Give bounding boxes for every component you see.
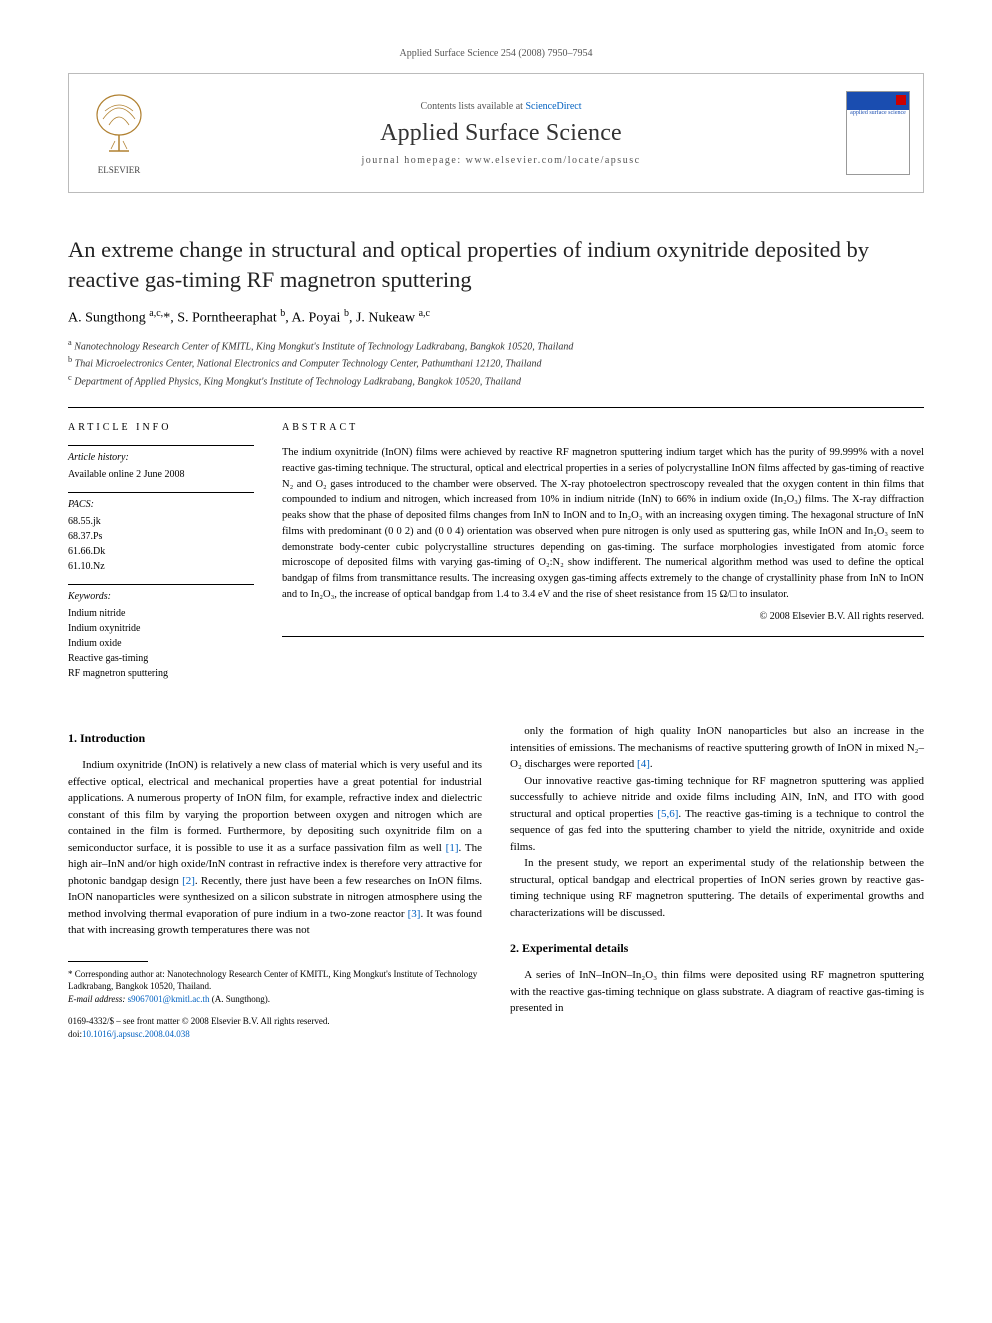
- affiliation-c-text: Department of Applied Physics, King Mong…: [74, 376, 521, 387]
- affiliation-a: a Nanotechnology Research Center of KMIT…: [68, 337, 924, 354]
- footnote-email-suffix: (A. Sungthong).: [209, 994, 270, 1004]
- article-history-heading: Article history:: [68, 445, 254, 465]
- article-title: An extreme change in structural and opti…: [68, 235, 924, 294]
- publisher-label: ELSEVIER: [98, 165, 141, 175]
- article-history-value: Available online 2 June 2008: [68, 467, 254, 482]
- pacs-heading: PACS:: [68, 492, 254, 512]
- doi-label: doi:: [68, 1029, 82, 1039]
- homepage-url: www.elsevier.com/locate/apsusc: [466, 155, 641, 166]
- affiliation-c: c Department of Applied Physics, King Mo…: [68, 372, 924, 389]
- body-column-left: 1. Introduction Indium oxynitride (InON)…: [68, 723, 482, 1040]
- article-info-column: ARTICLE INFO Article history: Available …: [68, 408, 254, 691]
- publisher-logo-block: ELSEVIER: [69, 74, 169, 192]
- keyword-item: Indium oxide: [68, 636, 254, 651]
- journal-name: Applied Surface Science: [380, 120, 622, 147]
- affiliations: a Nanotechnology Research Center of KMIT…: [68, 337, 924, 389]
- keyword-item: RF magnetron sputtering: [68, 666, 254, 681]
- footer-meta: 0169-4332/$ – see front matter © 2008 El…: [68, 1015, 482, 1040]
- info-abstract-row: ARTICLE INFO Article history: Available …: [68, 407, 924, 691]
- footer-doi-line: doi:10.1016/j.apsusc.2008.04.038: [68, 1028, 482, 1041]
- body-paragraph: In the present study, we report an exper…: [510, 855, 924, 921]
- footnote-email-label: E-mail address:: [68, 994, 128, 1004]
- pacs-item: 61.10.Nz: [68, 559, 254, 574]
- ref-link[interactable]: [5,6]: [657, 808, 678, 820]
- journal-homepage-line: journal homepage: www.elsevier.com/locat…: [361, 155, 640, 166]
- keyword-item: Reactive gas-timing: [68, 651, 254, 666]
- keyword-item: Indium nitride: [68, 606, 254, 621]
- abstract-heading: ABSTRACT: [282, 408, 924, 445]
- body-columns: 1. Introduction Indium oxynitride (InON)…: [68, 723, 924, 1040]
- article-info-heading: ARTICLE INFO: [68, 408, 254, 443]
- body-paragraph: Indium oxynitride (InON) is relatively a…: [68, 757, 482, 939]
- footer-front-matter: 0169-4332/$ – see front matter © 2008 El…: [68, 1015, 482, 1028]
- cover-label: applied surface science: [847, 110, 909, 116]
- abstract-body: The indium oxynitride (InON) films were …: [282, 445, 924, 637]
- body-paragraph: Our innovative reactive gas-timing techn…: [510, 773, 924, 856]
- corresponding-author-footnote: * Corresponding author at: Nanotechnolog…: [68, 968, 482, 1006]
- affiliation-b: b Thai Microelectronics Center, National…: [68, 354, 924, 371]
- body-paragraph: only the formation of high quality InON …: [510, 723, 924, 773]
- cover-thumb-block: applied surface science: [833, 74, 923, 192]
- journal-cover-thumbnail: applied surface science: [846, 91, 910, 175]
- footnote-rule: [68, 961, 148, 962]
- elsevier-tree-icon: [87, 91, 151, 163]
- body-paragraph: A series of InN–InON–In₂O₃ thin films we…: [510, 967, 924, 1017]
- contents-available-line: Contents lists available at ScienceDirec…: [420, 101, 581, 112]
- section-2-heading: 2. Experimental details: [510, 939, 924, 957]
- ref-link[interactable]: [2]: [182, 875, 195, 887]
- pacs-item: 61.66.Dk: [68, 544, 254, 559]
- pacs-item: 68.55.jk: [68, 514, 254, 529]
- abstract-column: ABSTRACT The indium oxynitride (InON) fi…: [282, 408, 924, 691]
- body-column-right: only the formation of high quality InON …: [510, 723, 924, 1040]
- doi-link[interactable]: 10.1016/j.apsusc.2008.04.038: [82, 1029, 190, 1039]
- header-center: Contents lists available at ScienceDirec…: [169, 74, 833, 192]
- pacs-item: 68.37.Ps: [68, 529, 254, 544]
- abstract-copyright: © 2008 Elsevier B.V. All rights reserved…: [282, 609, 924, 624]
- pacs-block: PACS: 68.55.jk 68.37.Ps 61.66.Dk 61.10.N…: [68, 492, 254, 574]
- footnote-email-line: E-mail address: s9067001@kmitl.ac.th (A.…: [68, 993, 482, 1006]
- ref-link[interactable]: [3]: [408, 908, 421, 920]
- footnote-corr-text: * Corresponding author at: Nanotechnolog…: [68, 968, 482, 993]
- affiliation-b-text: Thai Microelectronics Center, National E…: [75, 359, 542, 370]
- journal-header-box: ELSEVIER Contents lists available at Sci…: [68, 73, 924, 193]
- ref-link[interactable]: [4]: [637, 758, 650, 770]
- keywords-block: Keywords: Indium nitride Indium oxynitri…: [68, 584, 254, 681]
- header-citation: Applied Surface Science 254 (2008) 7950–…: [68, 48, 924, 59]
- page: Applied Surface Science 254 (2008) 7950–…: [0, 0, 992, 1080]
- contents-prefix: Contents lists available at: [420, 101, 525, 112]
- affiliation-a-text: Nanotechnology Research Center of KMITL,…: [74, 341, 573, 352]
- author-list: A. Sungthong a,c,*, S. Porntheeraphat b,…: [68, 308, 924, 327]
- keywords-heading: Keywords:: [68, 584, 254, 604]
- abstract-text: The indium oxynitride (InON) films were …: [282, 447, 924, 600]
- sciencedirect-link[interactable]: ScienceDirect: [525, 101, 581, 112]
- section-1-heading: 1. Introduction: [68, 729, 482, 747]
- keyword-item: Indium oxynitride: [68, 621, 254, 636]
- homepage-prefix: journal homepage:: [361, 155, 465, 166]
- ref-link[interactable]: [1]: [446, 842, 459, 854]
- footnote-email-link[interactable]: s9067001@kmitl.ac.th: [128, 994, 210, 1004]
- article-history-block: Article history: Available online 2 June…: [68, 445, 254, 482]
